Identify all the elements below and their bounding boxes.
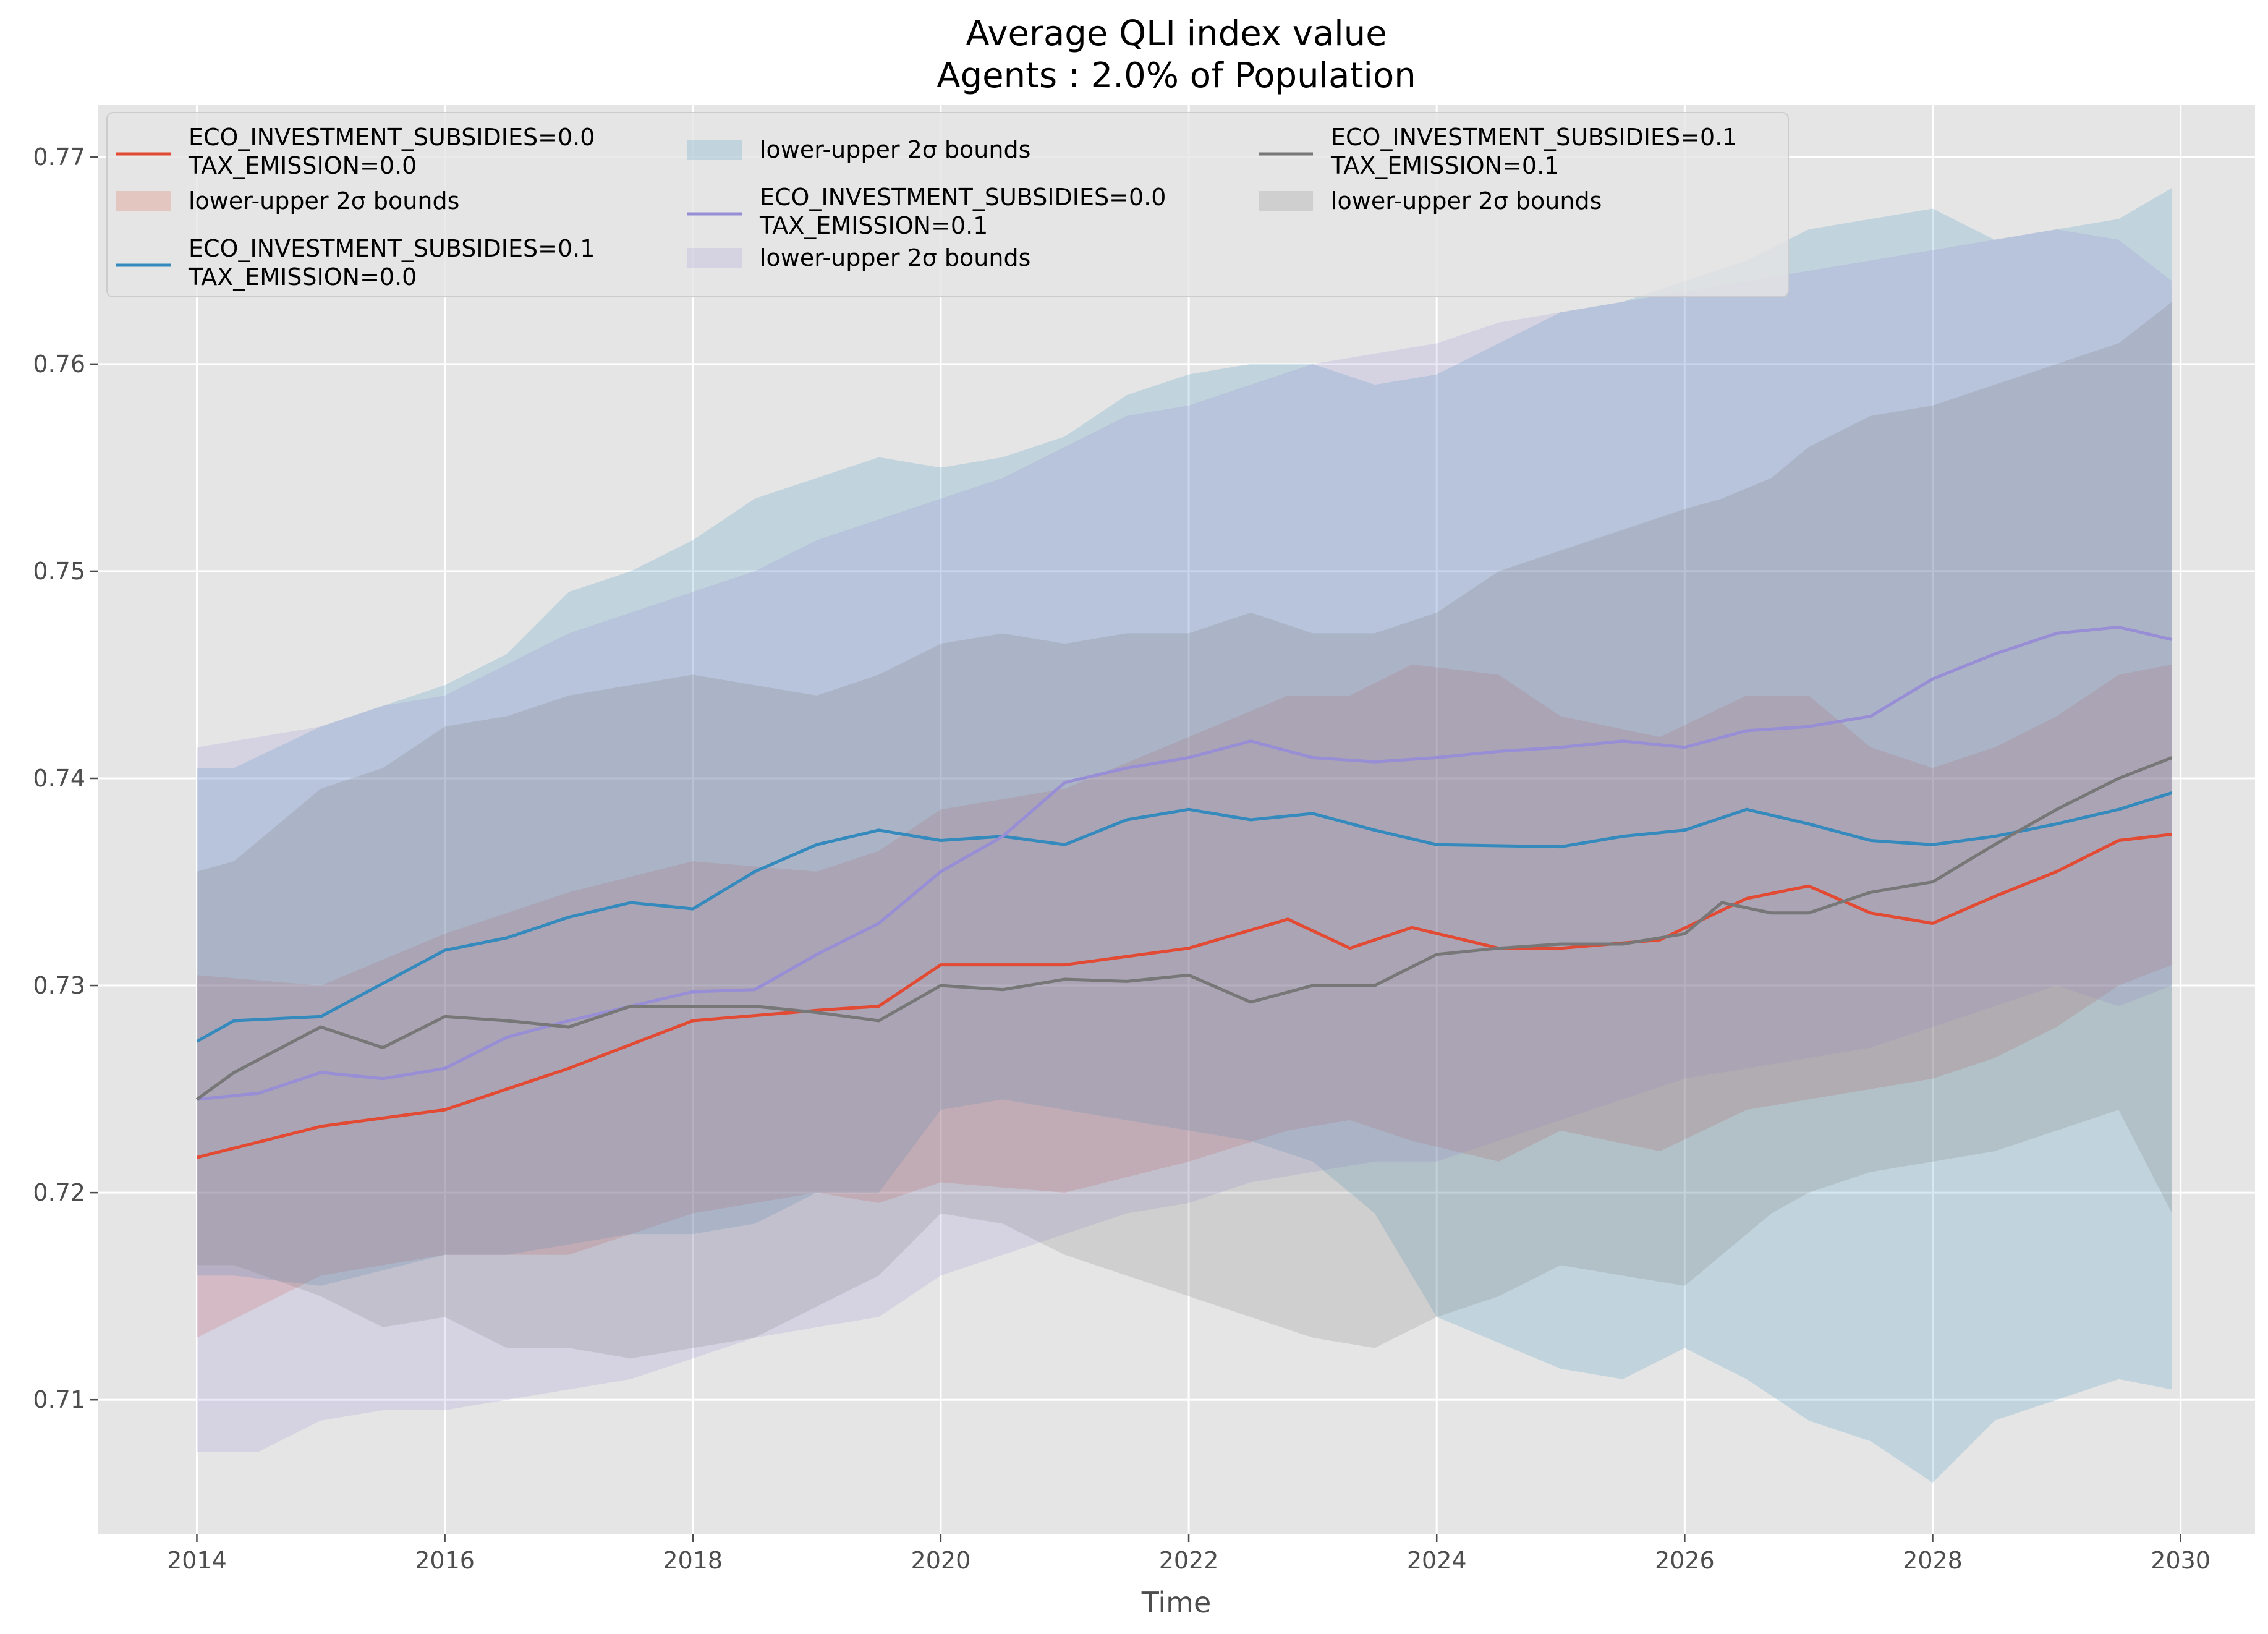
y-tick-label: 0.72	[33, 1179, 85, 1206]
y-tick-label: 0.75	[33, 558, 85, 585]
y-tick-label: 0.76	[33, 351, 85, 378]
legend-entry-label: TAX_EMISSION=0.1	[759, 212, 988, 239]
series-3-line	[197, 625, 2173, 1101]
y-tick-label: 0.77	[33, 143, 85, 171]
x-tick-label: 2022	[1159, 1547, 1219, 1574]
series-1-band	[197, 664, 2172, 1338]
legend-band-label: lower-upper 2σ bounds	[189, 187, 459, 215]
legend-band-swatch	[1259, 191, 1313, 211]
legend-band-swatch	[687, 248, 742, 268]
chart-subtitle: Agents : 2.0% of Population	[937, 56, 1416, 96]
x-axis-label: Time	[1141, 1586, 1212, 1619]
x-tick-label: 2016	[415, 1547, 475, 1574]
legend-band-swatch	[687, 140, 742, 160]
series-4-line	[196, 756, 2173, 1101]
y-tick-label: 0.73	[33, 972, 85, 999]
x-tick-label: 2028	[1903, 1547, 1963, 1574]
series-2-line	[196, 791, 2173, 1043]
legend-entry-label: TAX_EMISSION=0.0	[188, 152, 417, 179]
grid	[98, 105, 2255, 1534]
legend-entry-label: ECO_INVESTMENT_SUBSIDIES=0.0	[760, 184, 1166, 211]
x-tick-label: 2030	[2151, 1547, 2211, 1574]
series-3-band	[197, 229, 2172, 1452]
legend-band-label: lower-upper 2σ bounds	[1331, 187, 1602, 215]
chart-title: Average QLI index value	[966, 14, 1387, 54]
y-tick-label: 0.74	[33, 765, 85, 792]
legend-entry-label: ECO_INVESTMENT_SUBSIDIES=0.1	[189, 235, 595, 262]
series-4-band	[197, 302, 2172, 1359]
plot-area	[98, 105, 2255, 1534]
legend-entry-label: ECO_INVESTMENT_SUBSIDIES=0.0	[189, 124, 595, 151]
x-tick-label: 2018	[663, 1547, 723, 1574]
legend-entry-label: TAX_EMISSION=0.0	[188, 263, 417, 291]
legend-entry-label: ECO_INVESTMENT_SUBSIDIES=0.1	[1331, 124, 1737, 151]
legend-band-swatch	[116, 191, 171, 211]
series-lines	[196, 625, 2173, 1159]
confidence-bands	[197, 188, 2172, 1483]
legend-entry-label: TAX_EMISSION=0.1	[1330, 152, 1559, 179]
x-tick-label: 2026	[1655, 1547, 1715, 1574]
x-tick-label: 2024	[1407, 1547, 1467, 1574]
series-1-line	[196, 833, 2172, 1159]
series-2-band	[197, 188, 2172, 1483]
legend-frame	[106, 112, 1789, 297]
axis-ticks: 2014 2016 2018 2020 2022 2024 2026 2028 2030 0.71…	[33, 143, 2211, 1574]
legend-band-label: lower-upper 2σ bounds	[760, 244, 1030, 271]
x-tick-label: 2014	[167, 1547, 227, 1574]
legend-band-label: lower-upper 2σ bounds	[760, 136, 1030, 163]
x-tick-label: 2020	[911, 1547, 971, 1574]
legend: ECO_INVESTMENT_SUBSIDIES=0.0TAX_EMISSION…	[106, 112, 1789, 297]
y-tick-label: 0.71	[33, 1386, 85, 1413]
